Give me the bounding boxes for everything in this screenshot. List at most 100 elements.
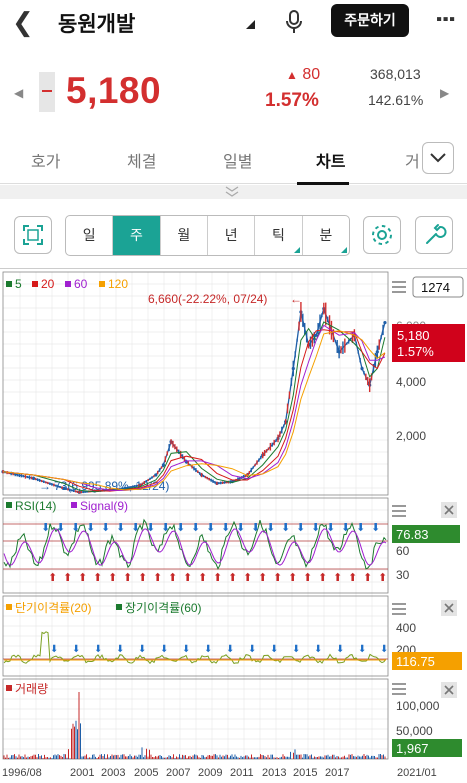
rsi-series: ⬇ ⬆ ⬇ ⬆ ⬇ ⬆ ⬇ ⬆ ⬇ ⬆ ⬇ ⬆ ⬇ ⬆ ⬇ ⬆ ⬇ ⬆ ⬇ ⬆ ⬇ ⬆ ⬇ ⬆ ⬇ ⬆ ⬇ ⬆ ⬇ ⬆ ⬇ ⬆ ⬇ ⬆ ⬇ ⬆ ⬇ ⬆ ⬇ ⬆… <box>3 518 388 584</box>
tab-orderbook[interactable]: 호가 <box>31 154 61 171</box>
ma-legend: 5 20 60 120 <box>6 277 128 291</box>
change-value: 80 <box>302 66 321 83</box>
tab-trades[interactable]: 체결 <box>127 154 157 171</box>
rsi-sell-marker: ⬇ <box>56 522 65 534</box>
rsi-sell-marker: ⬇ <box>191 522 200 534</box>
disp-pane-menu-icon[interactable] <box>392 603 406 615</box>
up-triangle-icon: ▲ <box>286 68 298 82</box>
disp-marker: ⬇ <box>204 644 212 655</box>
period-week[interactable]: 주 <box>113 216 161 255</box>
disparity-pane-border <box>2 595 389 677</box>
rsi-buy-marker: ⬆ <box>183 572 192 584</box>
disp-value-badge <box>392 652 462 670</box>
period-minute-label: 분 <box>319 227 333 243</box>
period-tick[interactable]: 틱 <box>255 216 303 255</box>
disp-marker: ⬇ <box>270 644 278 655</box>
rsi-buy-marker: ⬆ <box>228 572 237 584</box>
disp-marker: ⬇ <box>94 644 102 655</box>
period-day[interactable]: 일 <box>66 216 114 255</box>
rsi-buy-marker: ⬆ <box>138 572 147 584</box>
volume-ratio: 142.61% <box>368 92 424 108</box>
kebab-icon[interactable]: ⋮ <box>433 8 458 30</box>
rsi-sell-marker: ⬇ <box>371 522 380 534</box>
volume-pane-menu-icon[interactable] <box>392 683 406 695</box>
x-tick: 2011 <box>230 767 254 779</box>
rsi-sell-marker: ⬇ <box>236 522 245 534</box>
rsi-buy-marker: ⬆ <box>303 572 312 584</box>
rsi-buy-marker: ⬆ <box>243 572 252 584</box>
rsi-sell-marker: ⬇ <box>296 522 305 534</box>
disp-close-icon[interactable] <box>441 600 457 616</box>
next-arrow-icon[interactable]: ▶ <box>440 86 450 100</box>
double-chevron-down-icon <box>225 186 239 197</box>
disp-marker: ⬇ <box>50 644 58 655</box>
period-month[interactable]: 월 <box>161 216 208 255</box>
rsi-buy-marker: ⬆ <box>348 572 357 584</box>
rsi-sell-marker: ⬇ <box>356 522 365 534</box>
tab-more-partial[interactable]: 거 <box>405 154 420 171</box>
tab-daily[interactable]: 일별 <box>223 154 253 171</box>
period-selector: 일 주 월 년 틱 분 <box>65 215 350 256</box>
tab-expand-button[interactable] <box>422 142 454 174</box>
chevron-down-icon <box>430 153 446 163</box>
volume-bars <box>3 692 386 759</box>
disp-short-swatch <box>6 604 12 610</box>
rsi-sell-marker: ⬇ <box>266 522 275 534</box>
tools-button[interactable] <box>415 216 453 254</box>
rsi-sell-marker: ⬇ <box>41 522 50 534</box>
high-arrow-icon: ← <box>290 292 302 306</box>
rsi-close-icon[interactable] <box>441 502 457 518</box>
current-price-badge <box>392 324 465 362</box>
fullscreen-button[interactable] <box>14 216 52 254</box>
period-minute[interactable]: 분 <box>303 216 349 255</box>
signal-line <box>3 528 387 566</box>
rsi-buy-marker: ⬆ <box>63 572 72 584</box>
disp-long-swatch <box>116 604 122 610</box>
zoom-badge[interactable] <box>412 276 464 298</box>
rsi-sell-marker: ⬇ <box>176 522 185 534</box>
rsi-sell-marker: ⬇ <box>221 522 230 534</box>
gear-icon <box>372 225 392 245</box>
order-button[interactable]: 주문하기 <box>331 4 409 37</box>
x-tick: 2013 <box>262 767 286 779</box>
volume-close-icon[interactable] <box>441 682 457 698</box>
disp-marker: ⬇ <box>72 644 80 655</box>
legend-ma120: 120 <box>108 277 128 291</box>
rsi-buy-marker: ⬆ <box>213 572 222 584</box>
chart-toolbar: 일 주 월 년 틱 분 <box>0 199 467 269</box>
rsi-label: RSI(14) <box>15 499 56 513</box>
microphone-icon[interactable] <box>284 10 304 34</box>
period-year[interactable]: 년 <box>208 216 256 255</box>
rsi-sell-marker: ⬇ <box>161 522 170 534</box>
price-pane-menu-icon[interactable] <box>392 281 406 293</box>
rsi-buy-marker: ⬆ <box>333 572 342 584</box>
rsi-buy-marker: ⬆ <box>168 572 177 584</box>
disp-marker: ⬇ <box>160 644 168 655</box>
settings-button[interactable] <box>363 216 401 254</box>
disp-marker: ⬇ <box>248 644 256 655</box>
rsi-pane-menu-icon[interactable] <box>392 505 406 517</box>
disp-marker: ⬇ <box>116 644 124 655</box>
x-tick: 2017 <box>325 767 349 779</box>
stock-title[interactable]: 동원개발 <box>58 13 136 36</box>
rsi-swatch <box>6 502 12 508</box>
collapse-strip[interactable] <box>0 185 467 199</box>
tab-chart[interactable]: 차트 <box>316 154 346 171</box>
corner-triangle-icon[interactable] <box>246 20 255 29</box>
back-chevron-icon[interactable]: ❮ <box>12 8 34 38</box>
legend-ma20: 20 <box>41 277 55 291</box>
rsi-buy-marker: ⬆ <box>273 572 282 584</box>
ma20-line <box>2 329 386 492</box>
current-price: 5,180 <box>66 70 162 111</box>
rsi-buy-marker: ⬆ <box>198 572 207 584</box>
rsi-buy-marker: ⬆ <box>288 572 297 584</box>
chart-area[interactable]: 5 20 60 120 6,660(-22.22%, 07/24) ← → 73… <box>0 269 467 783</box>
prev-arrow-icon[interactable]: ◀ <box>14 86 24 100</box>
rsi-sell-marker: ⬇ <box>86 522 95 534</box>
legend-swatch-ma120 <box>99 281 105 287</box>
rsi-sell-marker: ⬇ <box>326 522 335 534</box>
disp-marker: ⬇ <box>292 644 300 655</box>
chart-grid <box>3 272 388 759</box>
legend-swatch-ma5 <box>6 281 12 287</box>
signal-swatch <box>71 502 77 508</box>
